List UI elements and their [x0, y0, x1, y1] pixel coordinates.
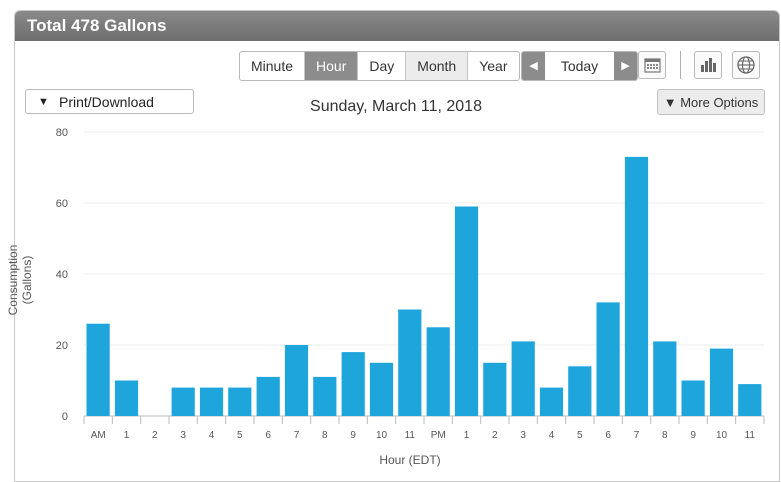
prev-button[interactable]: ◀ — [522, 52, 545, 80]
bar[interactable] — [539, 387, 564, 416]
chevron-left-icon: ◀ — [529, 60, 538, 72]
x-tick-label: 7 — [294, 430, 300, 441]
tab-month[interactable]: Month — [406, 52, 469, 80]
x-tick-label: 2 — [492, 430, 498, 441]
tab-hour[interactable]: Hour — [305, 52, 359, 80]
x-tick-label: 1 — [124, 430, 130, 441]
toolbar-divider — [680, 51, 681, 79]
x-tick-label: 3 — [520, 430, 526, 441]
chevron-down-icon: ▼ — [38, 96, 49, 108]
bar[interactable] — [199, 387, 224, 416]
bar[interactable] — [568, 366, 592, 416]
bar[interactable] — [624, 156, 649, 416]
bar[interactable] — [653, 341, 677, 416]
x-tick-label: 11 — [745, 430, 756, 441]
bar[interactable] — [738, 384, 762, 416]
x-tick-label: 9 — [350, 430, 356, 441]
y-tick-label: 40 — [56, 269, 68, 281]
x-tick-label: AM — [91, 430, 106, 441]
y-tick-label: 60 — [56, 198, 68, 210]
chart-view-button[interactable] — [694, 51, 722, 79]
more-options-button[interactable]: ▼ More Options — [657, 89, 765, 115]
tab-year[interactable]: Year — [479, 58, 508, 74]
period-tabs: Minute Hour Day Month Year — [239, 51, 520, 81]
tab-day[interactable]: Day — [358, 52, 407, 80]
y-axis-ticks: 0 20 40 60 80 — [56, 127, 68, 423]
y-tick-label: 20 — [56, 340, 68, 352]
bar[interactable] — [483, 362, 507, 417]
y-axis-title: Consumption (Gallons) — [6, 244, 34, 316]
date-navigator: ◀ Today ▶ — [521, 51, 638, 81]
y-tick-label: 0 — [62, 411, 68, 423]
globe-icon — [737, 56, 755, 74]
bar[interactable] — [709, 348, 734, 416]
bar[interactable] — [398, 309, 422, 417]
bar-chart-icon — [701, 58, 716, 72]
x-tick-label: 5 — [237, 430, 243, 441]
x-tick-label: 3 — [180, 430, 186, 441]
usage-panel: Total 478 Gallons — [14, 10, 780, 482]
calendar-button[interactable] — [638, 51, 666, 79]
x-tick-label: 4 — [209, 430, 215, 441]
tab-minute[interactable]: Minute — [240, 52, 306, 80]
bar[interactable] — [454, 206, 479, 417]
x-tick-label: 7 — [634, 430, 640, 441]
bar[interactable] — [256, 376, 280, 416]
bar[interactable] — [369, 362, 394, 417]
x-axis-title: Hour (EDT) — [379, 453, 441, 467]
chart-bars — [86, 156, 762, 417]
x-tick-label: 6 — [605, 430, 611, 441]
today-button[interactable]: Today — [560, 58, 599, 74]
bar[interactable] — [228, 387, 252, 416]
bar[interactable] — [341, 352, 365, 416]
x-tick-label: 9 — [690, 430, 696, 441]
chevron-right-icon: ▶ — [621, 60, 630, 72]
x-tick-label: 8 — [322, 430, 328, 441]
date-label: Sunday, March 11, 2018 — [310, 98, 482, 115]
x-tick-label: 10 — [716, 430, 728, 441]
bar[interactable] — [681, 380, 705, 417]
bar[interactable] — [171, 387, 195, 416]
x-tick-label: 2 — [152, 430, 158, 441]
y-tick-label: 80 — [56, 127, 68, 139]
x-tick-label: 1 — [464, 430, 470, 441]
next-button[interactable]: ▶ — [614, 52, 637, 80]
bar[interactable] — [313, 376, 337, 416]
x-tick-label: 4 — [549, 430, 555, 441]
bar[interactable] — [426, 327, 450, 417]
print-download-button[interactable]: ▼ Print/Download — [25, 89, 194, 114]
toolbar: Minute Hour Day Month Year ◀ Today ▶ — [0, 51, 781, 81]
map-view-button[interactable] — [732, 51, 760, 79]
x-tick-label: 5 — [577, 430, 583, 441]
x-tick-label: 8 — [662, 430, 668, 441]
x-tick-label: PM — [431, 430, 446, 441]
bar[interactable] — [114, 380, 139, 417]
bar[interactable] — [511, 341, 535, 416]
bar[interactable] — [86, 323, 110, 416]
x-axis-ticks: AM 1 2 3 4 5 6 7 8 9 10 11 PM 1 2 3 4 5 6 7 8 9 10 11 — [83, 416, 765, 441]
x-tick-label: 11 — [405, 430, 416, 441]
calendar-icon — [644, 58, 661, 73]
bar[interactable] — [284, 345, 309, 416]
bar[interactable] — [596, 302, 620, 416]
panel-title: Total 478 Gallons — [15, 11, 779, 41]
x-tick-label: 6 — [265, 430, 271, 441]
x-tick-label: 10 — [376, 430, 388, 441]
